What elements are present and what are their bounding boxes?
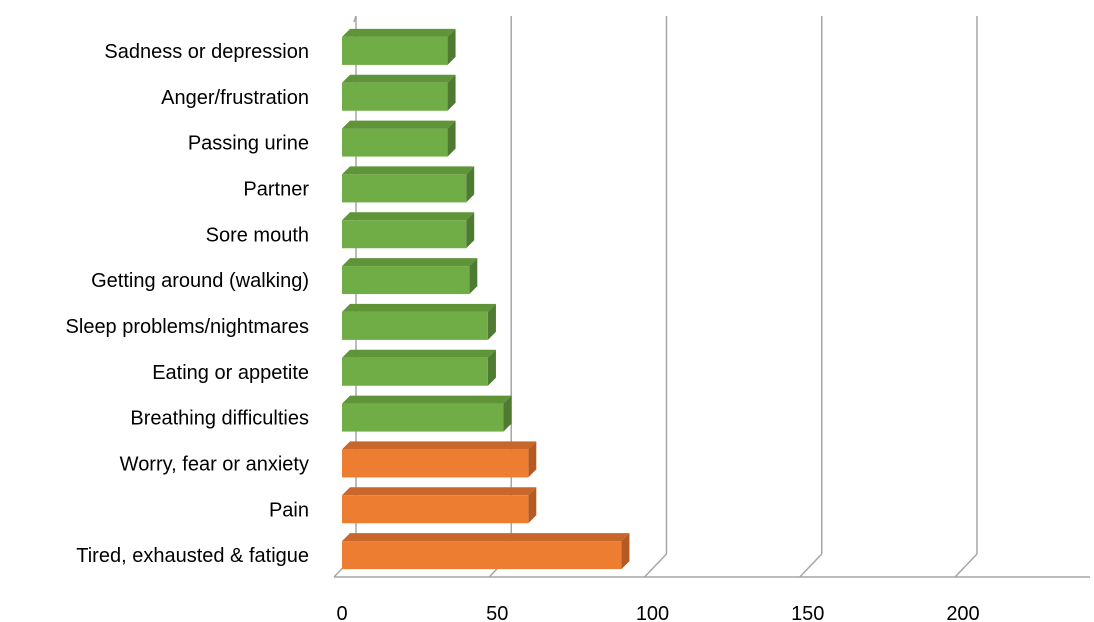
bar-front-face <box>342 266 470 295</box>
bar-top-face <box>342 349 496 358</box>
bar-5 <box>342 349 496 386</box>
bar-top-face <box>342 441 537 450</box>
bar-side-face <box>469 258 478 295</box>
bar-2 <box>342 487 537 524</box>
bar-side-face <box>503 395 512 432</box>
category-labels: Tired, exhausted & fatigue Pain Worry, fea… <box>66 41 310 567</box>
bar-top-face <box>342 303 496 312</box>
bar-top-face <box>342 166 475 175</box>
bar-top-face <box>342 258 478 267</box>
bar-front-face <box>342 495 529 524</box>
bar-side-face <box>447 74 456 111</box>
category-label: Passing urine <box>188 133 309 155</box>
category-label: Anger/frustration <box>161 87 309 109</box>
bar-side-face <box>466 166 475 203</box>
bar-side-face <box>621 533 630 570</box>
bar-front-face <box>342 220 467 249</box>
category-label: Breathing difficulties <box>130 408 309 430</box>
bar-side-face <box>528 441 537 478</box>
bar-8 <box>342 212 475 249</box>
bar-1 <box>342 533 630 570</box>
bar-top-face <box>342 74 456 83</box>
bar-side-face <box>447 28 456 65</box>
category-label: Tired, exhausted & fatigue <box>76 545 309 567</box>
bar-front-face <box>342 174 467 203</box>
category-label: Partner <box>243 178 309 200</box>
floor-gridline-100 <box>643 553 668 578</box>
bars <box>342 28 630 570</box>
bar-4 <box>342 395 512 432</box>
category-label: Getting around (walking) <box>91 270 309 292</box>
bar-11 <box>342 74 456 111</box>
category-label: Sore mouth <box>206 224 309 246</box>
bar-7 <box>342 258 478 295</box>
bar-9 <box>342 166 475 203</box>
bar-top-face <box>342 395 512 404</box>
bar-side-face <box>466 212 475 249</box>
x-tick-label: 100 <box>636 603 669 622</box>
bar-front-face <box>342 311 488 340</box>
category-label: Sleep problems/nightmares <box>66 316 309 338</box>
bar-top-face <box>342 120 456 129</box>
category-label: Worry, fear or anxiety <box>120 453 309 475</box>
bar-front-face <box>342 449 529 478</box>
back-wall-top-tick <box>353 15 357 23</box>
floor-gridline-150 <box>799 553 823 578</box>
bar-front-face <box>342 541 622 570</box>
bar-6 <box>342 303 496 340</box>
gridlines <box>488 16 978 578</box>
bar-side-face <box>528 487 537 524</box>
bar-10 <box>342 120 456 157</box>
bar-side-face <box>487 303 496 340</box>
bar-top-face <box>342 28 456 37</box>
bar-front-face <box>342 357 488 386</box>
bar-front-face <box>342 128 448 157</box>
bar-3 <box>342 441 537 478</box>
bar-side-face <box>487 349 496 386</box>
bar-top-face <box>342 533 630 542</box>
bar-side-face <box>447 120 456 157</box>
x-tick-label: 150 <box>791 603 824 622</box>
x-tick-label: 50 <box>486 603 508 622</box>
x-tick-labels: 0 50 100 150 200 <box>336 603 979 622</box>
bar-front-face <box>342 36 448 65</box>
category-label: Pain <box>269 499 309 521</box>
bar-top-face <box>342 487 537 496</box>
bar-front-face <box>342 82 448 111</box>
bar-front-face <box>342 403 504 432</box>
category-label: Eating or appetite <box>152 362 309 384</box>
category-label: Sadness or depression <box>104 41 309 63</box>
x-tick-label: 0 <box>336 603 347 622</box>
bar-top-face <box>342 212 475 221</box>
x-tick-label: 200 <box>946 603 979 622</box>
floor-gridline-200 <box>954 553 978 578</box>
bar-12 <box>342 28 456 65</box>
